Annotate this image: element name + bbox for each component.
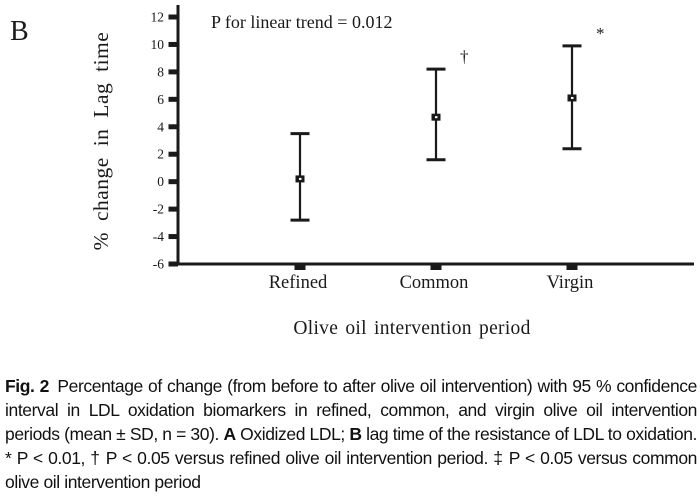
y-axis-tick xyxy=(168,206,178,212)
y-tick-label: -2 xyxy=(153,202,164,217)
mean-marker-center xyxy=(299,177,302,180)
y-axis-tick xyxy=(168,234,178,240)
y-tick-label: -6 xyxy=(153,257,164,272)
figure-caption: Fig. 2 Percentage of change (from before… xyxy=(5,374,697,494)
caption-segment: Percentage of change (from before to aft… xyxy=(5,376,697,444)
y-axis-tick xyxy=(168,124,178,130)
y-tick-label: 12 xyxy=(151,10,165,25)
y-axis-tick xyxy=(168,261,178,267)
caption-segment: B xyxy=(349,424,362,444)
y-tick-label: 4 xyxy=(157,119,164,134)
x-axis-title: Olive oil intervention period xyxy=(293,318,530,339)
panel-label: B xyxy=(10,16,29,47)
x-tick-label: Common xyxy=(400,273,469,293)
caption-segment: lag time of the resistance of LDL to oxi… xyxy=(5,424,697,492)
caption-segment: A xyxy=(223,424,236,444)
y-axis-tick xyxy=(168,14,178,20)
y-tick-label: 0 xyxy=(157,174,164,189)
caption-segment: Fig. 2 xyxy=(5,376,49,396)
caption-segment: Oxidized LDL; xyxy=(235,424,350,444)
x-axis-tick xyxy=(294,265,306,270)
y-tick-label: 10 xyxy=(151,37,165,52)
y-axis-tick xyxy=(168,69,178,75)
y-tick-label: 2 xyxy=(157,147,164,162)
y-tick-label: 6 xyxy=(157,92,164,107)
y-tick-label: -4 xyxy=(153,229,164,244)
x-tick-label: Refined xyxy=(269,273,328,293)
significance-marker: * xyxy=(596,24,605,43)
y-axis-tick xyxy=(168,179,178,185)
y-axis-tick xyxy=(168,96,178,102)
x-axis-tick xyxy=(430,265,442,270)
y-axis-tick xyxy=(168,41,178,47)
mean-marker-center xyxy=(571,96,574,99)
significance-marker: † xyxy=(460,47,469,66)
x-tick-label: Virgin xyxy=(547,273,594,293)
y-axis-tick xyxy=(168,151,178,157)
y-tick-label: 8 xyxy=(157,64,164,79)
y-axis-title: % change in Lag time xyxy=(89,32,113,251)
p-trend-annotation: P for linear trend = 0.012 xyxy=(211,12,392,32)
x-axis-tick xyxy=(566,265,578,270)
lag-time-error-bar-chart: 12 10 8 6 4 2 0 -2 -4 -6 % change in Lag time P for… xyxy=(89,5,694,339)
mean-marker-center xyxy=(435,116,438,119)
